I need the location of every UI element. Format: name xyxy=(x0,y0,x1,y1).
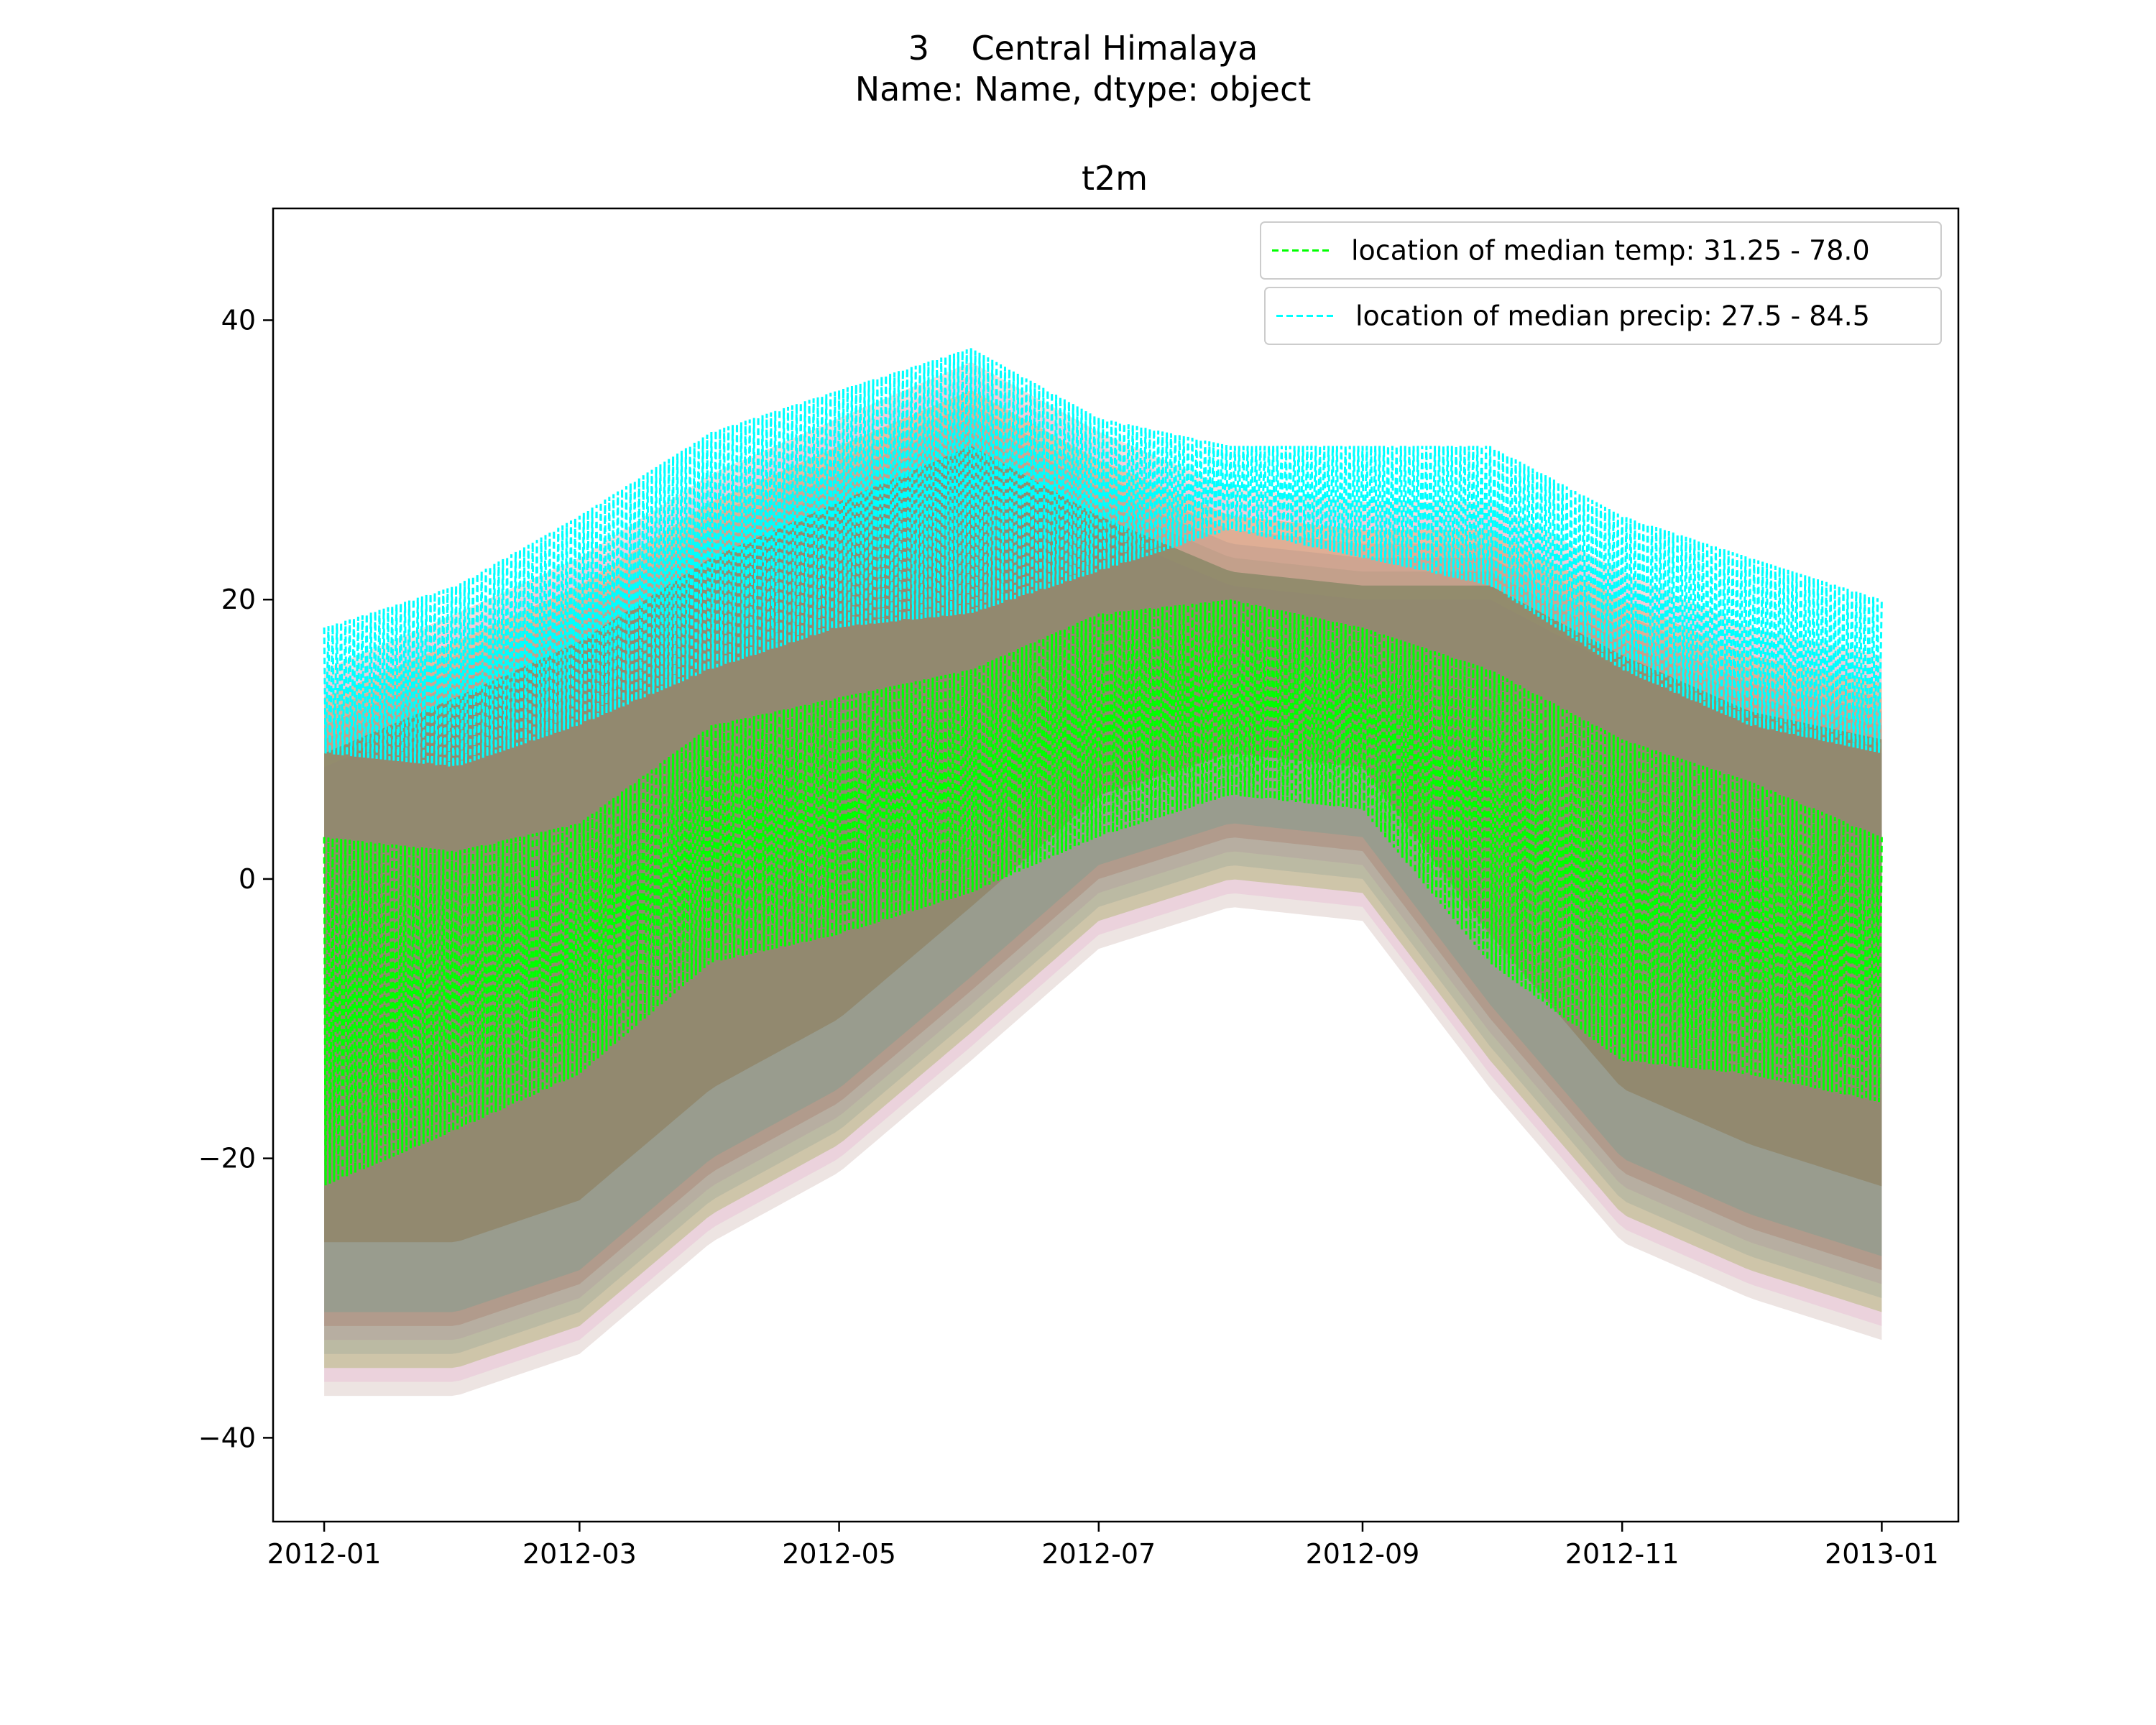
x-tick-label: 2012-11 xyxy=(1565,1538,1680,1570)
axes-frame xyxy=(272,207,1960,1523)
y-tick-label: −40 xyxy=(198,1422,256,1453)
y-tick-label: 0 xyxy=(239,863,256,895)
x-tick-label: 2012-03 xyxy=(522,1538,637,1570)
figure-suptitle-line1: 3 Central Himalaya xyxy=(908,29,1258,68)
y-axis: −40 −20 0 20 40 xyxy=(198,304,273,1453)
x-tick-label: 2012-01 xyxy=(267,1538,382,1570)
legend-label: location of median temp: 31.25 - 78.0 xyxy=(1351,235,1870,267)
plot-area xyxy=(323,348,1883,1397)
x-tick-label: 2012-05 xyxy=(782,1538,896,1570)
y-tick-label: −20 xyxy=(198,1143,256,1174)
y-tick-label: 40 xyxy=(221,304,256,336)
chart-title: t2m xyxy=(1082,159,1148,198)
median-series-layer xyxy=(323,348,1883,1186)
y-tick-label: 20 xyxy=(221,584,256,615)
x-axis: 2012-01 2012-03 2012-05 2012-07 2012-09 2012-… xyxy=(267,1522,1939,1570)
legend-box xyxy=(1264,287,1942,345)
series-line-median-precip xyxy=(323,348,1883,768)
x-tick-label: 2013-01 xyxy=(1825,1538,1939,1570)
x-tick-label: 2012-09 xyxy=(1306,1538,1420,1570)
legend-label: location of median precip: 27.5 - 84.5 xyxy=(1355,300,1870,332)
legend: location of median temp: 31.25 - 78.0 loc… xyxy=(1260,221,1942,345)
legend-box xyxy=(1260,221,1942,280)
series-line-median-temp xyxy=(323,599,1883,1186)
figure-suptitle-line2: Name: Name, dtype: object xyxy=(855,70,1312,109)
x-tick-label: 2012-07 xyxy=(1041,1538,1156,1570)
